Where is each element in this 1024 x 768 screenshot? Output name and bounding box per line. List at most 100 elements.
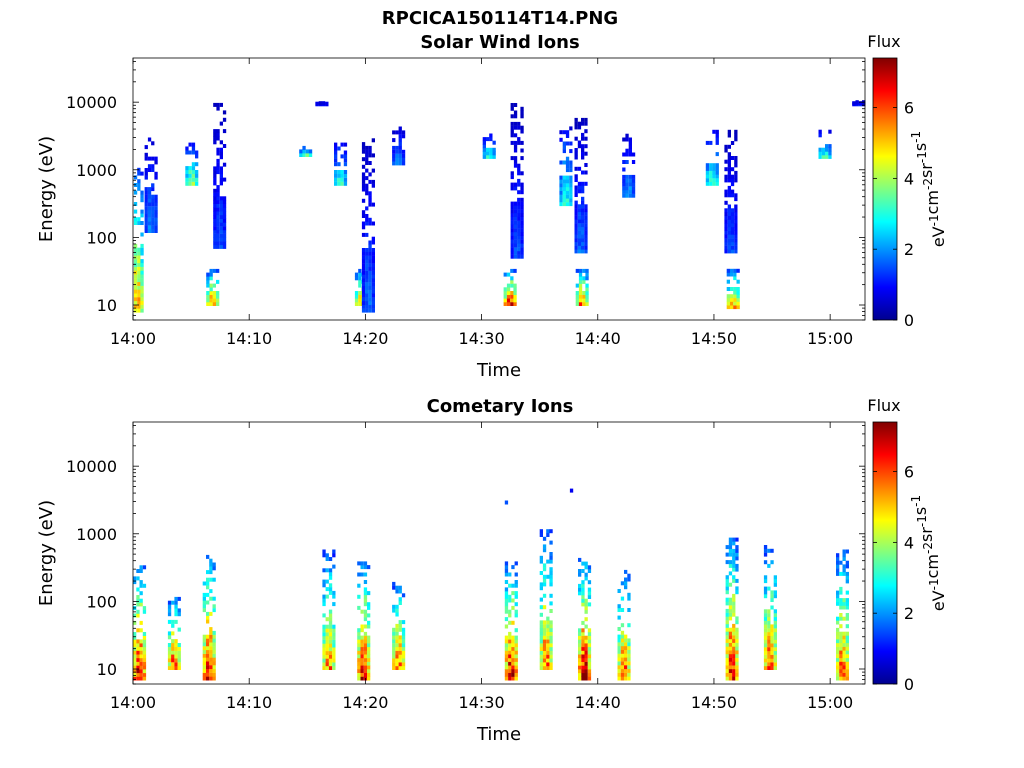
spectrogram-cell (206, 302, 210, 306)
spectrogram-cell (332, 594, 336, 599)
spectrogram-cell (585, 283, 589, 288)
spectrogram-cell (728, 650, 733, 655)
spectrogram-cell (392, 631, 396, 636)
spectrogram-cell (139, 676, 143, 681)
spectrogram-cell (154, 206, 158, 211)
spectrogram-cell (504, 605, 509, 610)
spectrogram-cell (486, 154, 490, 159)
spectrogram-cell (836, 676, 840, 681)
spectrogram-cell (361, 221, 366, 226)
spectrogram-cell (845, 657, 849, 662)
spectrogram-cell (730, 234, 735, 239)
spectrogram-cell (504, 594, 509, 599)
spectrogram-cell (624, 569, 628, 574)
spectrogram-cell (836, 620, 840, 625)
spectrogram-cell (546, 650, 550, 655)
spectrogram-cell (360, 643, 364, 648)
spectrogram-cell (617, 661, 621, 666)
spectrogram-cell (510, 201, 514, 206)
spectrogram-cell (137, 183, 141, 187)
spectrogram-cell (542, 605, 547, 610)
spectrogram-cell (139, 672, 143, 677)
spectrogram-cell (206, 554, 210, 559)
spectrogram-cell (574, 174, 578, 179)
spectrogram-cell (154, 213, 158, 218)
spectrogram-cell (185, 181, 189, 186)
spectrogram-cell (620, 676, 625, 681)
spectrogram-cell (222, 237, 227, 242)
spectrogram-cell (728, 601, 733, 606)
spectrogram-cell (358, 268, 362, 273)
spectrogram-cell (549, 647, 553, 651)
spectrogram-cell (725, 642, 729, 647)
spectrogram-cell (734, 163, 738, 168)
spectrogram-cell (140, 289, 144, 294)
spectrogram-cell (504, 617, 509, 622)
spectrogram-cell (574, 204, 578, 209)
spectrogram-cell (511, 565, 515, 570)
spectrogram-cell (617, 672, 621, 677)
spectrogram-cell (503, 287, 507, 292)
spectrogram-cell (542, 658, 547, 663)
spectrogram-cell (587, 672, 592, 677)
spectrogram-cell (587, 595, 592, 599)
spectrogram-cell (511, 598, 515, 603)
spectrogram-cell (578, 268, 583, 273)
spectrogram-cell (401, 134, 406, 139)
spectrogram-cell (562, 183, 566, 188)
spectrogram-cell (139, 580, 143, 585)
spectrogram-cell (715, 140, 719, 145)
spectrogram-cell (631, 174, 636, 179)
spectrogram-cell (726, 272, 730, 277)
spectrogram-cell (581, 226, 585, 231)
spectrogram-cell (584, 658, 588, 662)
spectrogram-cell (577, 121, 582, 126)
spectrogram-cell (154, 156, 158, 161)
spectrogram-cell (581, 155, 585, 160)
spectrogram-cell (569, 179, 573, 184)
spectrogram-cell (322, 579, 326, 584)
spectrogram-cell (727, 156, 731, 160)
spectrogram-cell (584, 163, 588, 167)
spectrogram-cell (508, 620, 512, 625)
spectrogram-cell (144, 168, 148, 172)
spectrogram-cell (392, 639, 396, 644)
spectrogram-cell (133, 297, 138, 302)
spectrogram-cell (727, 152, 731, 157)
plot-area (133, 422, 865, 684)
spectrogram-cell (142, 643, 147, 648)
spectrogram-cell (514, 635, 518, 640)
spectrogram-cell (504, 580, 509, 584)
spectrogram-cell (725, 575, 729, 580)
spectrogram-cell (137, 262, 141, 267)
spectrogram-cell (577, 241, 582, 246)
spectrogram-cell (361, 278, 366, 283)
spectrogram-cells (133, 488, 849, 681)
spectrogram-cell (332, 635, 336, 640)
spectrogram-cell (836, 616, 840, 621)
spectrogram-cell (517, 224, 521, 229)
spectrogram-cell (574, 226, 578, 231)
spectrogram-cell (828, 129, 832, 134)
spectrogram-cell (363, 654, 368, 659)
spectrogram-cell (212, 661, 216, 666)
spectrogram-cell (151, 198, 155, 203)
spectrogram-cell (585, 272, 589, 277)
spectrogram-cell (202, 600, 206, 605)
spectrogram-cell (213, 241, 217, 246)
spectrogram-cell (139, 628, 143, 633)
spectrogram-cell (325, 594, 329, 599)
spectrogram-cell (565, 164, 570, 169)
spectrogram-cell (174, 608, 178, 613)
spectrogram-cell (167, 658, 172, 663)
spectrogram-cell (549, 635, 553, 640)
spectrogram-cell (513, 213, 518, 217)
spectrogram-cell (625, 174, 629, 179)
spectrogram-cell (133, 221, 138, 225)
spectrogram-cell (133, 285, 138, 290)
spectrogram-cell (398, 646, 402, 651)
spectrogram-cell (209, 627, 213, 632)
spectrogram-cell (728, 676, 733, 681)
spectrogram-cell (510, 232, 514, 236)
spectrogram-cell (855, 100, 859, 105)
